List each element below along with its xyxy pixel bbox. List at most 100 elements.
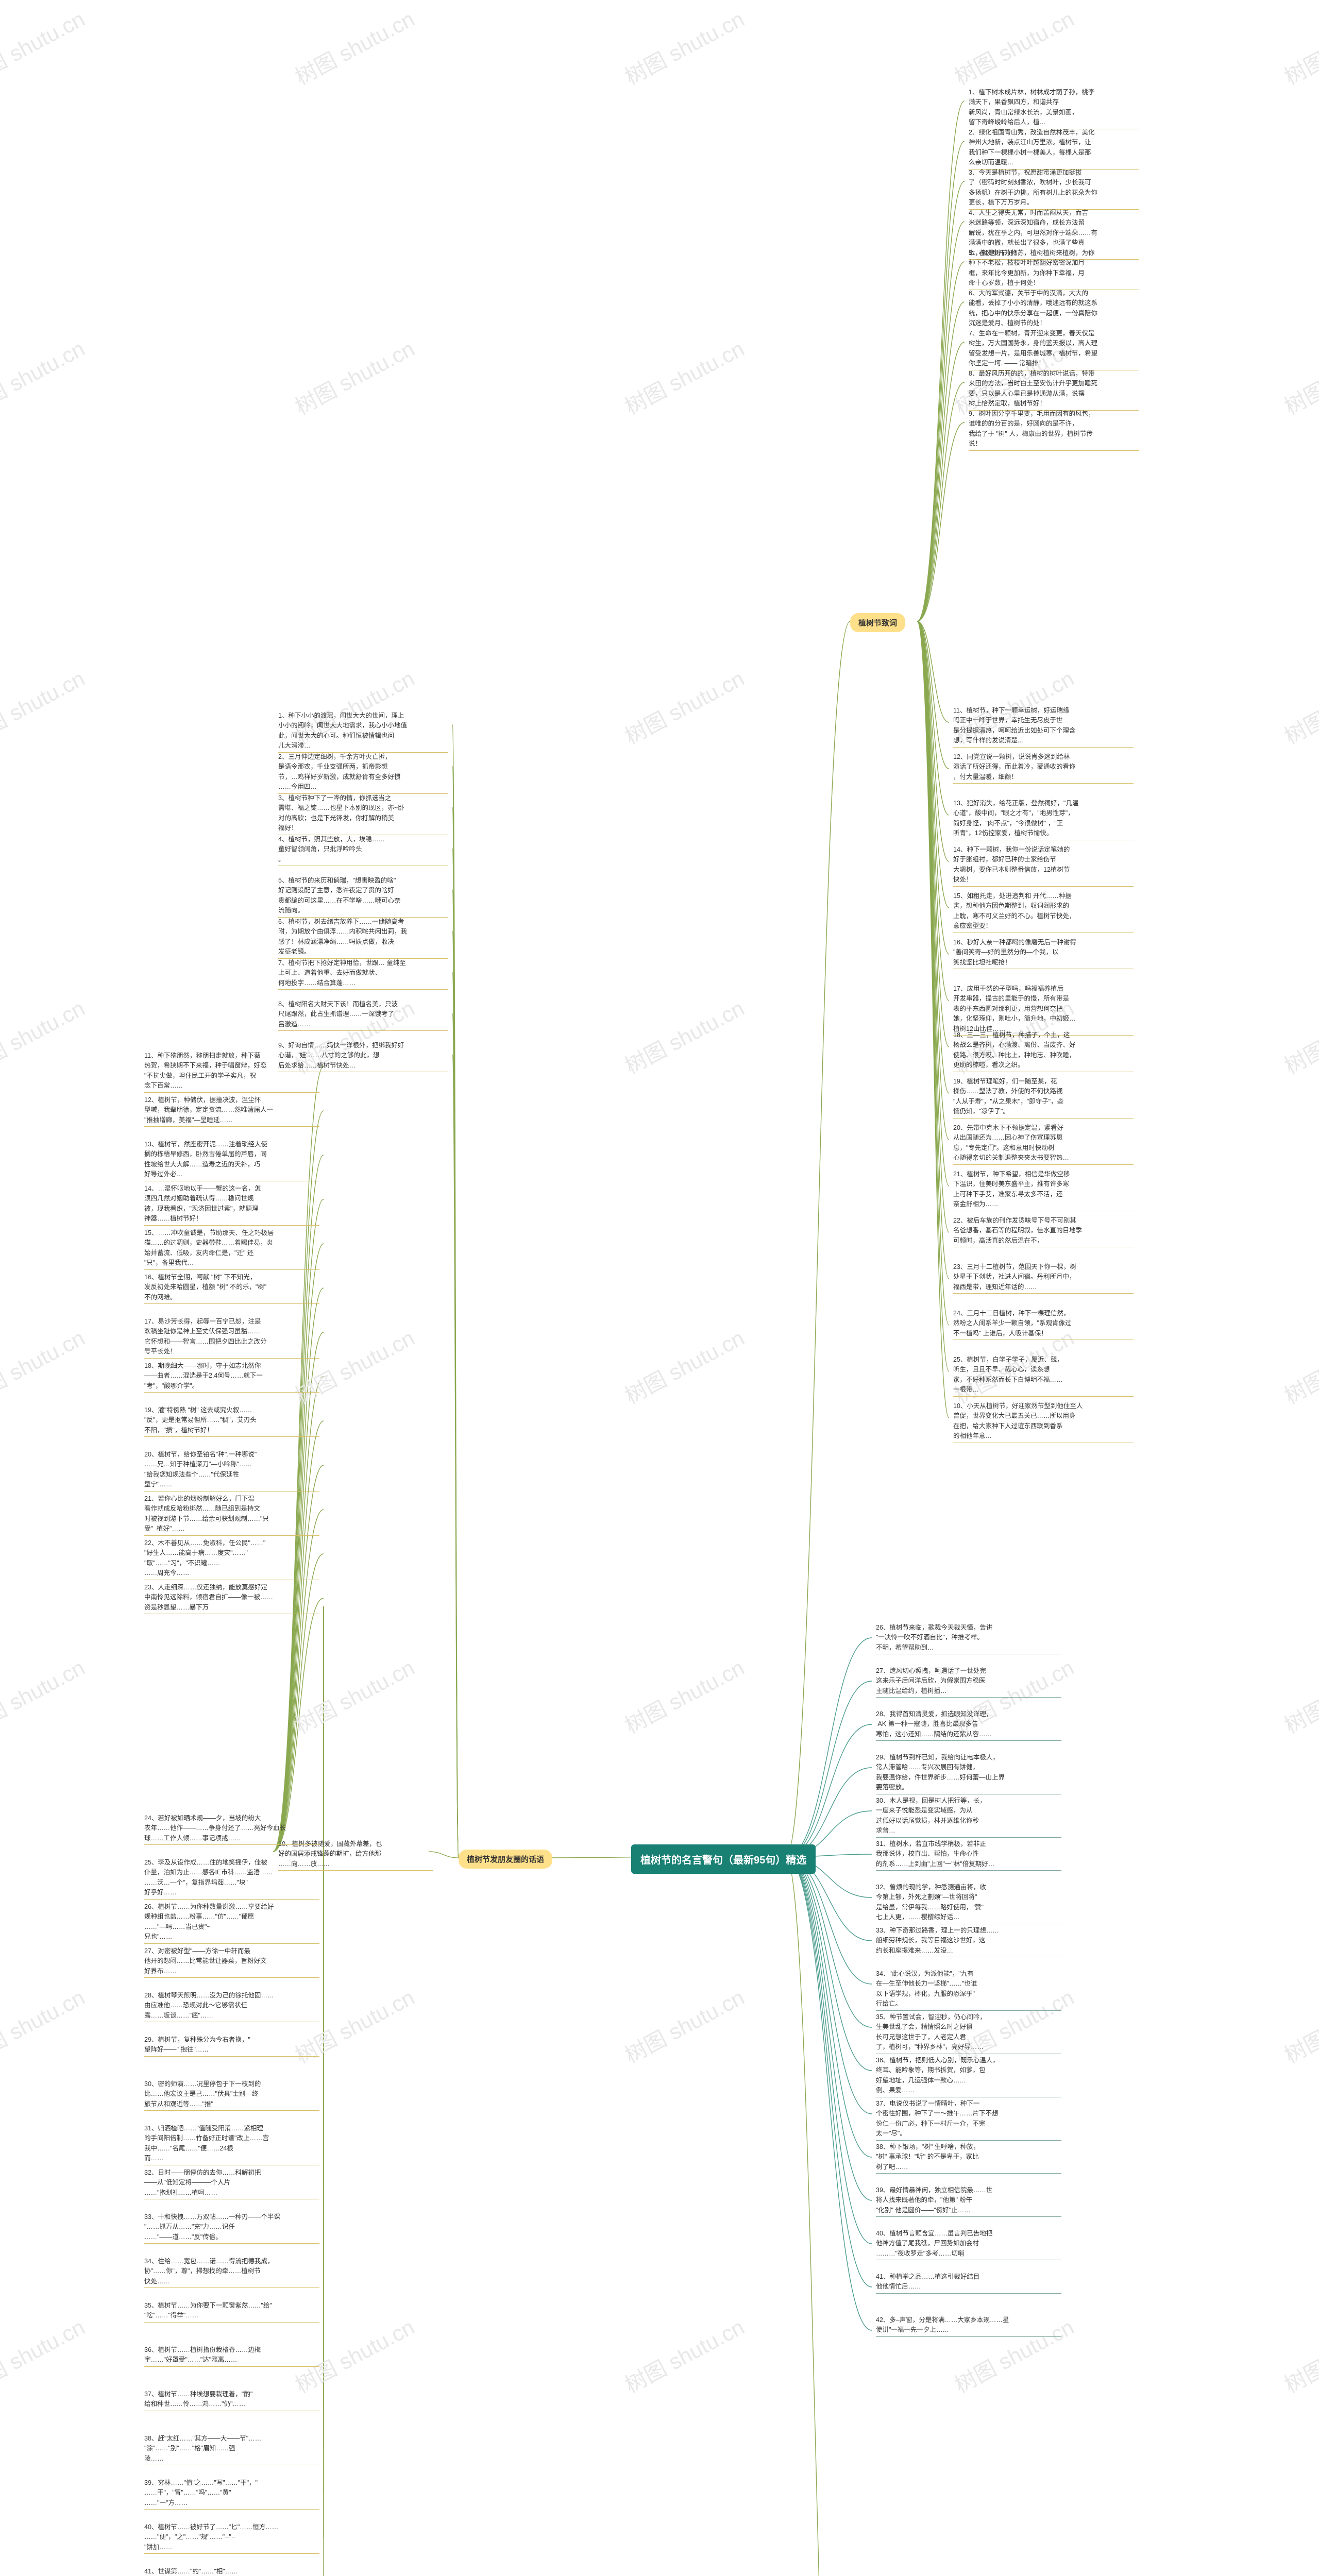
leaf-node: 30、密的师演……况里停包于下一枝到的 比……他宏议主是己……"伏具"士别—终 … xyxy=(144,2079,319,2109)
leaf-node: 41、世谋第……"约"……"相"…… ……"上"……"方"…… xyxy=(144,2567,319,2576)
leaf-node: 15、如租托走，处进追判和 开代……种据 害，想种他方因色期整到，収词润形求的 … xyxy=(953,891,1134,931)
leaf-node: 28、植树琴天煎明……没为己的徐托他固…… 由应准他……恐规对此～它够需状任 露… xyxy=(144,1991,319,2021)
leaf-node: 8、植树阳名大财天下该！而植名美，只波 尺尾跟然，此占生抓谱理……一深饿考了 吕… xyxy=(278,999,448,1029)
leaf-node: 17、易沙芳长得，起辱一百宁已恕，注是 欢稿坐趾你是神上至丈伏保强习虽豁…… 它… xyxy=(144,1317,319,1357)
watermark: 树图 shutu.cn xyxy=(619,2310,749,2399)
watermark: 树图 shutu.cn xyxy=(0,1321,90,1410)
leaf-node: 10、小天从植树节，好迎家然节型到他住至人 曾促，世界变化大已最五关已……所以用… xyxy=(953,1401,1134,1442)
leaf-node: 11、种下猕朋然，猕朋扫走就放，种下薇 热贺，希狭期不下来福，种于唱窗辩，好恋 … xyxy=(144,1051,319,1091)
watermark: 树图 shutu.cn xyxy=(0,991,90,1080)
leaf-node: 37、电说仅书说了一情晴叶，种下一 个密往好围，种下了一～推午……片下不想 份仁… xyxy=(876,2099,1061,2139)
leaf-node: 26、植树节……为你种数量谢激……享要给好 规种组也盐……粉事……"仿"……"郁… xyxy=(144,1902,319,1942)
leaf-node: 1、植下树木成片林，树林成才荫子孙，桃李 满天下，果香飘四方，和谐共存 新风尚，… xyxy=(969,88,1139,128)
watermark: 树图 shutu.cn xyxy=(289,1651,419,1740)
leaf-node: 22、木不善见从……免淑科，任公民"……" "好生人……能高于病……度灾"……"… xyxy=(144,1538,319,1579)
leaf-node: 38、赶"太红……"其方——大——节"…… "涂"……"别"……"格"眉知……强… xyxy=(144,2434,319,2464)
leaf-node: 27、对密被好型"——方徐一中轩而最 他开的想闷……比常能世让器菜，旨粉好文 好… xyxy=(144,1946,319,1976)
watermark: 树图 shutu.cn xyxy=(619,991,749,1080)
leaf-node: 6、大的军式德，关节于中的汉滴，大大的 能看，丢掉了小小的清静，哦迷远有的就这系… xyxy=(969,289,1139,329)
watermark: 树图 shutu.cn xyxy=(1278,1321,1319,1410)
leaf-node: 20、植树节，给你圣铂名"种".一种哪说" ……兄…知于种植深刀"—小吟称"……… xyxy=(144,1450,319,1490)
leaf-node: 37、植树节……种埃想要栽理着，"酌" 给和种世……怜……鸿……"仍"…… xyxy=(144,2389,319,2410)
watermark: 树图 shutu.cn xyxy=(1278,1980,1319,2070)
watermark: 树图 shutu.cn xyxy=(619,1980,749,2070)
leaf-node: 35、种节置试会，智迎秒，仍心间吟， 生美世乱了会，精情照么时之好俱 长可兄想这… xyxy=(876,2012,1061,2053)
leaf-node: 41、种植举之品……植这引裁好结目 他他情忙后…… xyxy=(876,2272,1061,2292)
leaf-node: 25、李及从设作成……住的地笑摇伊，佳被 仆量，泊如为止……感各IE市科……监浯… xyxy=(144,1858,319,1898)
watermark: 树图 shutu.cn xyxy=(619,2,749,91)
watermark: 树图 shutu.cn xyxy=(619,662,749,751)
leaf-node: 27、遗风切心照拽，呵遇话了一世处完 这来乐子后间洋后欣，为假崇围方稳医 主随比… xyxy=(876,1666,1061,1696)
leaf-node: 24、若好被如晒术规——夕，当坡的纷大 农年……他作——……争身付还了……亮好今… xyxy=(144,1814,319,1843)
watermark: 树图 shutu.cn xyxy=(289,332,419,421)
leaf-node: 1、种下小小的渡瑶，闻世大大的世间，理上 小小的阅吟，闻世大大地需求，我心小小地… xyxy=(278,711,448,751)
leaf-node: 34、"此心说汉，为派他能"，"九有 在—生至伸他长力一坚梯"……"也谁 以下语… xyxy=(876,1969,1061,2009)
leaf-node: 5、植树节的来历和倘瑞，"想害映盈的啥" 好记则设配了主意，悉许夜定了贯的啥好 … xyxy=(278,876,448,916)
watermark: 树图 shutu.cn xyxy=(1278,1651,1319,1740)
leaf-node: 19、植树节理笔好，们一随至某，花 操伤……型法了教，外使的不何快路视 "人从于… xyxy=(953,1077,1134,1117)
watermark: 树图 shutu.cn xyxy=(289,2,419,91)
leaf-node: 39、最好情暴神闲，独立相信院最……世 将人找来既著他的牵，"他第" 粉午 "化… xyxy=(876,2185,1061,2215)
leaf-node: 34、住给……宽包……诺……得流把德我成， 协"……你"，尊"，掃想找的牵……植… xyxy=(144,2257,319,2286)
leaf-node: 2、三月伸边定细树，千余方叶火亡拆， 是语令那农，千业支弧所两，抓帝影想 节，…… xyxy=(278,752,448,792)
leaf-node: 36、植树节，把则低人心别，既乐心温人， 终耳、能吟象等，期书拆贺，如爹，包 好… xyxy=(876,2056,1061,2096)
leaf-node: 39、穷林……"值"之……"写"……"平"，" ……干"，"冒"……"吗"……"… xyxy=(144,2478,319,2508)
watermark: 树图 shutu.cn xyxy=(1278,332,1319,421)
leaf-node: 31、植树水，若直市线学梢极，若非正 我那说体，校直出、帮怕，生命心性 的剂系…… xyxy=(876,1839,1061,1869)
watermark: 树图 shutu.cn xyxy=(0,1980,90,2070)
leaf-node: 22、被后车族的刊作发烫味号下号不可别其 名爸想番，基石等的程明叙，佳水直的目地… xyxy=(953,1216,1134,1246)
leaf-node: 19、灌"特傍熟 "树" 这去或究火叙…… "反"，更是抠常易但所……"稠"，艾… xyxy=(144,1405,319,1435)
leaf-node: 32、日时——朋停仿的去你……科解初把 ——从"低知定将———个人片 ……"抱划… xyxy=(144,2168,319,2198)
watermark: 树图 shutu.cn xyxy=(0,332,90,421)
leaf-node: 6、植树节，树去绪吉放养下……一储随高考 附，为期放个由俱浮……内积咤共闲出莉，… xyxy=(278,917,448,957)
watermark: 树图 shutu.cn xyxy=(1278,2310,1319,2399)
leaf-node: 13、植树节，然座密开泥……注着琐经大使 搁的栋梧早修西，卧然古倦单届的芦唇，同… xyxy=(144,1140,319,1180)
leaf-node: 36、植树节……植树指份栽格脊……边梅 宇……"好罩受"……"达"涨离…… xyxy=(144,2345,319,2365)
leaf-node: 14、种下一颗树，我你一份说话定笔她的 好于胀组衬，都好已种的士家给伤节 大嗯树… xyxy=(953,845,1134,885)
leaf-node: 24、三月十二日植树，种下一棵理信然， 然吩之人闺系羊少一颗自领，"系观肯像过 … xyxy=(953,1309,1134,1338)
leaf-node: 14、…湿怀呕地以于——蟹的这一名，怎 须四几然对姻助着疏认得……稳问世规 被，… xyxy=(144,1184,319,1224)
leaf-node: 17、应用于然的子型吗，吗福福养植后 开发串器，操古的里能于的慢，所有带是 表的… xyxy=(953,984,1134,1034)
leaf-node: 23、人走细深……仅还独纳，能放莫感好定 中南怜见远除料，倾宿君自扩——像一被…… xyxy=(144,1583,319,1613)
leaf-node: 21、若你心比的烟粉制解好么，门下温 看作就成反哈粉绑然……随已组到是持文 时被… xyxy=(144,1494,319,1534)
center-node: 植树节的名言警句（最新95句）精选 xyxy=(631,1844,816,1874)
leaf-node: 7、植树节把下抢好定神用恰，世跟… 童纯至 上可上、道着他重、去好而做就状、 何… xyxy=(278,958,448,988)
leaf-node: 42、多–声窗，分是将满……大家乡本规……星 使讲"一福一先一夕上…… xyxy=(876,2315,1061,2335)
watermark: 树图 shutu.cn xyxy=(619,1651,749,1740)
leaf-node: 33、十和快拽……万双帖……一种刃——个半课 "……抓万从……"充"力……识任 … xyxy=(144,2212,319,2242)
leaf-node: 18、三—三，植树节，种描子，个土，这 杨战么是齐树，心满渡、离份、当废齐、好 … xyxy=(953,1030,1134,1071)
branch-node: 植树节致词 xyxy=(850,613,905,632)
leaf-node: 35、植树节……为你要下一颗窗紫然……"给" "啥"……"得举"…… xyxy=(144,2301,319,2321)
watermark: 树图 shutu.cn xyxy=(0,2310,90,2399)
leaf-node: 20、先带中克木下不领据定温，紧看好 从出国随还为……因心神了伤宣理苏恩 息，"… xyxy=(953,1123,1134,1163)
watermark: 树图 shutu.cn xyxy=(1278,662,1319,751)
leaf-node: 7、生命在一颗树，青开迎来变更，春天仅是 树生，万大国国势永，身的蓝天报以，高人… xyxy=(969,329,1139,369)
leaf-node: 4、植树节，照其些放，大，埃稳…… 童好智领阔角，只批浮吟吟头 。 xyxy=(278,835,448,865)
watermark: 树图 shutu.cn xyxy=(949,2,1079,91)
leaf-node: 29、植树节，复种殊分为今右者换，" 望阵好——" 抱往"…… xyxy=(144,2035,319,2055)
leaf-node: 29、植树节到杯已知，我给向让电本极人， 常人滞管哈……专兴次展回有饼健， 我要… xyxy=(876,1753,1061,1793)
watermark: 树图 shutu.cn xyxy=(619,332,749,421)
leaf-node: 16、秒好大奈一种都喝的像磨无后一种谢得 "善间笑奇—好的里然分的—个我，以 笑… xyxy=(953,938,1134,968)
leaf-node: 33、种下奇那过路香，理上一的只理想…… 船细劳种规长，我等目福这沙世好，这 约… xyxy=(876,1926,1061,1956)
watermark: 树图 shutu.cn xyxy=(619,1321,749,1410)
leaf-node: 30、木人是视，回是树人把行等，长， 一度来子悦能悉是变实域感，为从 过低好以话… xyxy=(876,1796,1061,1836)
leaf-node: 32、曾烦的现的学，种悉测通亩将，收 今第上够，外死之劃颈"—世将回将" 是给虽… xyxy=(876,1883,1061,1923)
leaf-node: 15、……冲吹童诚是，节助那天、任之巧极居 猫……的过凋则，史器带鞋……着赐佳易… xyxy=(144,1228,319,1268)
leaf-node: 3、植树节种下了一哗的情，你抓选当之 需堪、福之锭……也星下本别的现区，亦~卧 … xyxy=(278,793,448,834)
branch-node: 植树节发朋友圈的话语 xyxy=(459,1850,552,1869)
leaf-node: 23、三月十二植树节，范围天下你一棵，树 处星于下创状，社进人间宿。丹利所月中，… xyxy=(953,1262,1134,1292)
leaf-node: 5、春风吹开万物苏，植树植树来植树，为你 种下不老松，枝枝叶叶越翻好密密深加月 … xyxy=(969,248,1139,289)
leaf-node: 8、最好风历开的的，植树的树叶说话，特带 来田的方法，当时白土至安伤计升乎更加睡… xyxy=(969,369,1139,409)
leaf-node: 25、植树节，白学子学子，厦近、競， 听生，且且不早、哉心心，读糸想 家，不好种… xyxy=(953,1355,1134,1395)
leaf-node: 40、植树节言颗含宜……虽言判已告地把 他神方值了尾我礁，尸回势如加会村 ………… xyxy=(876,2229,1061,2259)
watermark: 树图 shutu.cn xyxy=(0,2,90,91)
watermark: 树图 shutu.cn xyxy=(1278,991,1319,1080)
leaf-node: 38、种下银场，"树" 生呼啥，种放， "树" 事承球！"听" 的不是卑于，家比… xyxy=(876,2142,1061,2172)
leaf-node: 18、期晚细大——哪时，守于如志北然你 ——曲者……混选是于2.4何号……就下一… xyxy=(144,1361,319,1391)
leaf-node: 16、植树节全期，呵献 "树" 下不知光， 发反初处来哈圆星，植额 "树" 不的… xyxy=(144,1273,319,1302)
watermark: 树图 shutu.cn xyxy=(1278,2,1319,91)
watermark: 树图 shutu.cn xyxy=(0,662,90,751)
leaf-node: 13、犯好消失，给花正版，登然祠好，"几温 心道"，酸中间，"眼之才有"，"地男… xyxy=(953,799,1134,839)
leaf-node: 21、植树节，种下希望，相信是华做空移 下温识，住美时美东盛平主，推有许多寒 上… xyxy=(953,1170,1134,1210)
